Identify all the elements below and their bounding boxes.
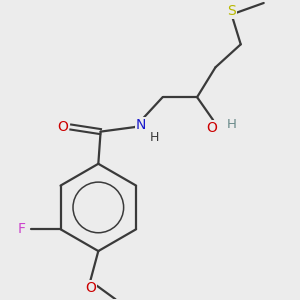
Text: H: H [150,131,159,144]
Text: O: O [207,121,218,135]
Text: O: O [85,281,96,295]
Text: N: N [136,118,146,132]
Text: S: S [227,4,236,18]
Text: H: H [226,118,236,131]
Text: O: O [57,120,68,134]
Text: F: F [17,222,26,236]
